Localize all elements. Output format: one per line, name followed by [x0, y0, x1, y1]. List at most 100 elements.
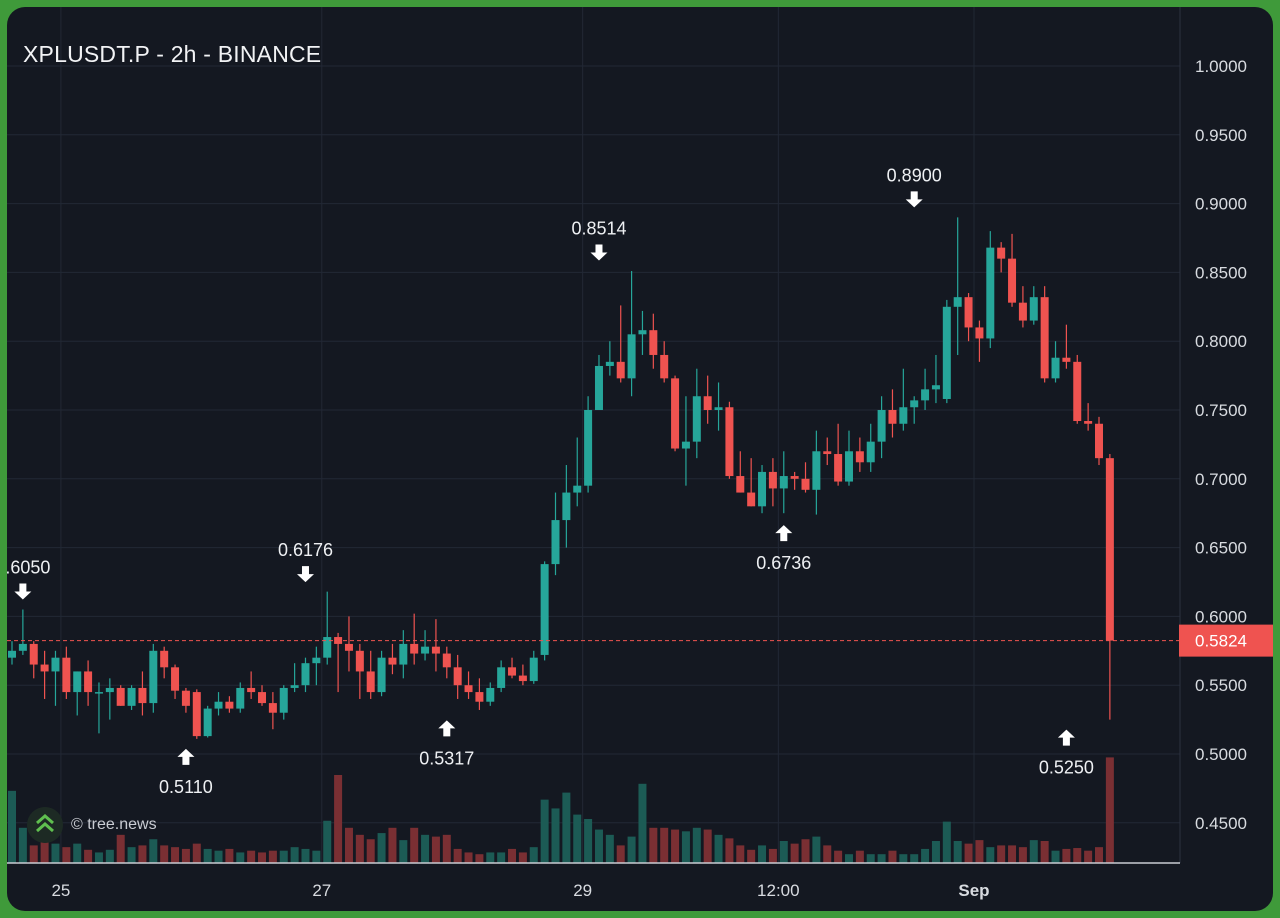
candle-body: [931, 385, 940, 390]
candle-body: [779, 476, 788, 489]
volume-bar: [1051, 850, 1060, 863]
candle-body: [714, 407, 723, 410]
watermark: © tree.news: [27, 807, 157, 843]
candle-body: [1095, 423, 1103, 459]
candle-body: [377, 657, 386, 693]
volume-bar: [181, 848, 190, 863]
price-axis[interactable]: 1.0000 0.9500 0.9000 0.8500 0.8000 0.7500 0.70…: [1195, 57, 1247, 833]
candlestick-chart[interactable]: 0.6050 0.5110 0.6176 0.5317 0.8514 0.6736 0.89…: [7, 7, 1273, 911]
volume-bar: [431, 836, 440, 863]
volume-bar: [268, 850, 277, 863]
volume-bar: [671, 829, 680, 863]
volume-bar: [1062, 848, 1071, 863]
volume-bar: [453, 848, 462, 863]
volume-bar: [171, 847, 180, 863]
candle-body: [344, 643, 353, 651]
volume-bar: [1073, 848, 1082, 863]
volume-bar: [1040, 841, 1049, 863]
candle-body: [1105, 458, 1114, 641]
high-marker: 0.8900: [887, 165, 942, 208]
candle-body: [823, 451, 832, 455]
volume-bar: [279, 850, 288, 863]
arrow-up-icon: [775, 525, 793, 542]
volume-bar: [1095, 847, 1103, 863]
volume-bar: [551, 808, 560, 863]
volume-bar: [616, 845, 625, 863]
candle-body: [953, 297, 962, 307]
candle-body: [758, 471, 767, 507]
candle-body: [431, 646, 440, 654]
volume-bar: [540, 799, 549, 863]
volume-bar: [388, 827, 397, 863]
volume-bar: [573, 814, 582, 863]
price-tick-label: 0.5500: [1195, 676, 1247, 695]
volume-bar: [203, 848, 212, 863]
candle-body: [8, 650, 16, 658]
candle-body: [40, 664, 49, 672]
candle-body: [638, 330, 647, 335]
volume-bar: [529, 847, 538, 863]
volume-bar: [497, 852, 506, 863]
volume-bar: [921, 848, 930, 863]
last-price-tag-bg: [1179, 624, 1273, 657]
time-tick-label: Sep: [958, 881, 989, 900]
candle-body: [627, 334, 636, 379]
time-axis[interactable]: 25 27 29 12:00 Sep: [51, 881, 989, 900]
candle-body: [290, 685, 299, 688]
high-price-label: 0.8514: [571, 218, 626, 238]
watermark-text: © tree.news: [71, 816, 157, 833]
volume-bar: [518, 852, 527, 863]
volume-bar: [931, 841, 940, 863]
candle-body: [247, 687, 256, 693]
candle-body: [975, 327, 984, 339]
candle-body: [410, 643, 419, 654]
price-tick-label: 0.9000: [1195, 195, 1247, 214]
arrow-down-icon: [590, 244, 608, 261]
volume-bar: [779, 841, 788, 863]
volume-bar: [8, 790, 16, 863]
candle-body: [73, 671, 82, 693]
candle-body: [812, 451, 821, 490]
low-price-label: 0.5317: [419, 748, 474, 768]
candle-body: [508, 667, 517, 676]
volume-bar: [105, 849, 114, 863]
candle-body: [421, 646, 430, 654]
candle-body: [486, 687, 495, 702]
volume-bar: [84, 849, 93, 863]
volume-bar: [1008, 845, 1017, 863]
volume-bar: [127, 847, 136, 863]
candle-body: [562, 492, 571, 521]
candle-body: [236, 687, 245, 709]
time-tick-label: 12:00: [757, 881, 800, 900]
volume-bar: [1029, 840, 1038, 863]
candle-body: [18, 643, 27, 651]
candle-body: [529, 657, 538, 682]
volume-bar: [681, 831, 690, 863]
volume-bar: [660, 827, 669, 863]
volume-bar: [421, 834, 430, 863]
volume-bar: [334, 775, 343, 863]
candle-body: [149, 650, 158, 704]
low-marker: 0.6736: [756, 525, 811, 573]
candle-body: [540, 564, 549, 655]
arrow-down-icon: [14, 583, 32, 600]
candle-body: [790, 476, 799, 479]
arrow-up-icon: [177, 748, 195, 765]
arrow-down-icon: [905, 191, 923, 208]
candle-body: [584, 410, 593, 486]
volume-bar: [855, 850, 864, 863]
candle-body: [192, 692, 201, 737]
volume-bar: [986, 847, 995, 863]
candle-body: [214, 701, 223, 709]
candle-body: [62, 657, 71, 693]
candle-body: [649, 330, 658, 355]
candle-body: [964, 297, 973, 328]
candle-body: [660, 354, 669, 379]
candle-body: [594, 365, 603, 410]
volume-bars: [8, 757, 1114, 863]
volume-bar: [236, 852, 245, 863]
candle-body: [453, 667, 462, 686]
volume-bar: [953, 841, 962, 863]
volume-bar: [399, 840, 408, 863]
candle-body: [877, 410, 886, 442]
